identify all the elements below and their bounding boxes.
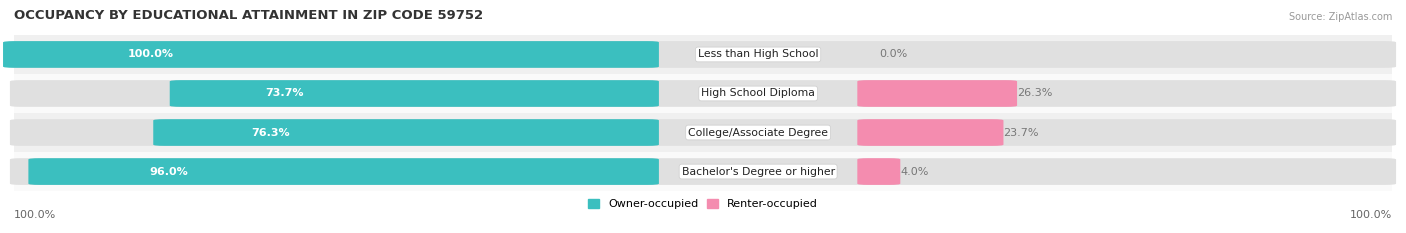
FancyBboxPatch shape — [14, 152, 1392, 191]
Text: OCCUPANCY BY EDUCATIONAL ATTAINMENT IN ZIP CODE 59752: OCCUPANCY BY EDUCATIONAL ATTAINMENT IN Z… — [14, 10, 484, 22]
FancyBboxPatch shape — [858, 80, 1017, 107]
Legend: Owner-occupied, Renter-occupied: Owner-occupied, Renter-occupied — [583, 194, 823, 214]
Text: Source: ZipAtlas.com: Source: ZipAtlas.com — [1288, 12, 1392, 22]
Text: 23.7%: 23.7% — [1004, 127, 1039, 137]
FancyBboxPatch shape — [14, 74, 1392, 113]
Text: 100.0%: 100.0% — [1350, 210, 1392, 220]
Text: 96.0%: 96.0% — [149, 167, 187, 177]
FancyBboxPatch shape — [10, 41, 1396, 68]
FancyBboxPatch shape — [858, 158, 900, 185]
Text: 100.0%: 100.0% — [128, 49, 174, 59]
Text: 26.3%: 26.3% — [1017, 89, 1053, 99]
FancyBboxPatch shape — [14, 113, 1392, 152]
Text: College/Associate Degree: College/Associate Degree — [688, 127, 828, 137]
FancyBboxPatch shape — [153, 119, 659, 146]
FancyBboxPatch shape — [10, 119, 1396, 146]
FancyBboxPatch shape — [10, 80, 1396, 107]
Text: Less than High School: Less than High School — [697, 49, 818, 59]
Text: 4.0%: 4.0% — [900, 167, 929, 177]
FancyBboxPatch shape — [170, 80, 659, 107]
Text: 73.7%: 73.7% — [264, 89, 304, 99]
Text: 100.0%: 100.0% — [14, 210, 56, 220]
Text: 0.0%: 0.0% — [879, 49, 908, 59]
Text: 76.3%: 76.3% — [252, 127, 290, 137]
FancyBboxPatch shape — [3, 41, 659, 68]
FancyBboxPatch shape — [858, 119, 1004, 146]
FancyBboxPatch shape — [28, 158, 659, 185]
FancyBboxPatch shape — [10, 158, 1396, 185]
Text: High School Diploma: High School Diploma — [702, 89, 815, 99]
Text: Bachelor's Degree or higher: Bachelor's Degree or higher — [682, 167, 835, 177]
FancyBboxPatch shape — [14, 35, 1392, 74]
